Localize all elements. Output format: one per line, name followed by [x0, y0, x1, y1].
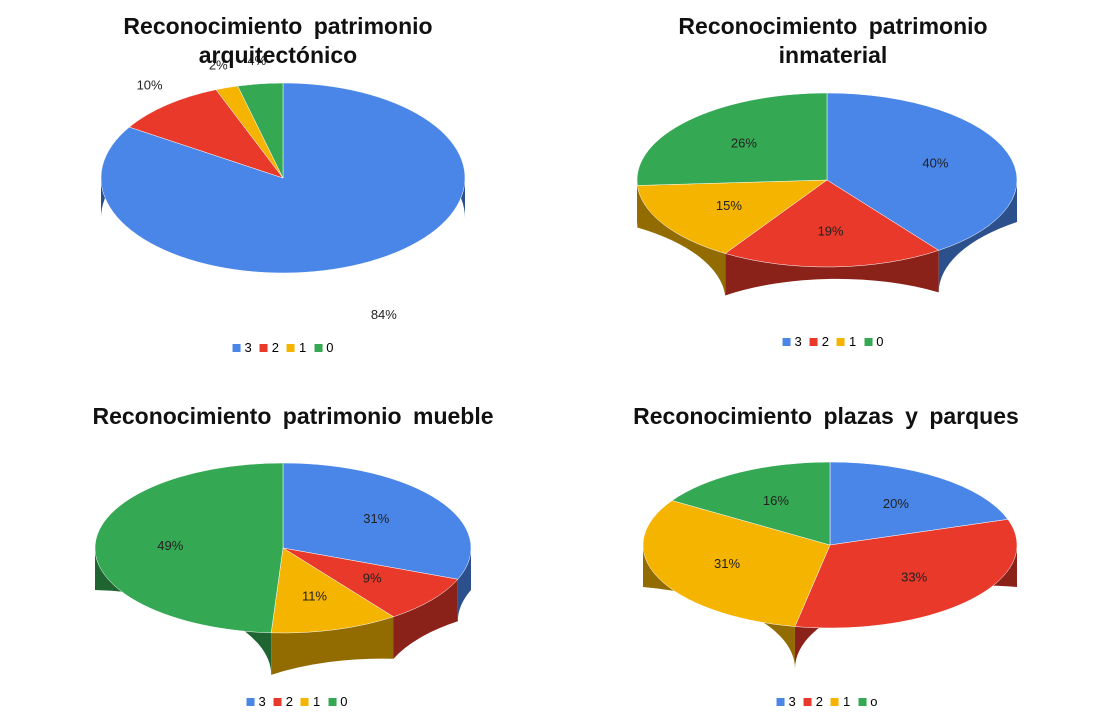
legend-swatch	[858, 697, 867, 706]
legend-item: o	[858, 694, 877, 709]
legend-label: 2	[815, 694, 823, 709]
legend-swatch	[776, 697, 785, 706]
legend-swatch	[273, 697, 282, 706]
legend-swatch	[837, 337, 845, 346]
legend-item: 3	[782, 334, 802, 349]
slice	[237, 82, 284, 179]
legend-item: 2	[273, 694, 293, 709]
slice	[637, 179, 828, 254]
slice	[829, 461, 1009, 546]
legend-item: 1	[837, 334, 856, 349]
chart-title: Reconocimiento plazas y parques	[633, 403, 1019, 429]
legend-item: 3	[232, 340, 252, 355]
legend-swatch	[328, 697, 337, 706]
legend-swatch	[287, 343, 295, 352]
data-label: 15%	[716, 198, 742, 213]
legend-item: 0	[328, 694, 347, 709]
legend-swatch	[301, 697, 309, 706]
legend-item: 3	[246, 694, 266, 709]
data-label: 4%	[247, 53, 266, 68]
legend-label: 3	[258, 694, 266, 709]
slice	[826, 92, 1018, 251]
legend-item: 2	[809, 334, 829, 349]
data-label: 10%	[137, 77, 163, 92]
data-label: 19%	[818, 224, 844, 239]
data-label: 40%	[922, 155, 948, 170]
data-label: 49%	[157, 538, 183, 553]
legend-swatch	[232, 343, 241, 352]
legend-item: 0	[314, 340, 333, 355]
slice	[282, 547, 459, 618]
data-label: 84%	[371, 307, 397, 322]
legend-item: 2	[803, 694, 823, 709]
legend-label: 1	[299, 340, 307, 355]
legend-label: 3	[788, 694, 796, 709]
legend: 3 2 1 0	[246, 694, 347, 709]
slice	[671, 461, 831, 546]
legend-label: 1	[843, 694, 851, 709]
data-label: 9%	[363, 571, 382, 586]
legend: 3 2 1 o	[776, 694, 877, 709]
data-label: 31%	[714, 556, 740, 571]
chart-title: Reconocimiento patrimonio mueble	[92, 403, 494, 429]
legend-label: 2	[271, 340, 279, 355]
data-label: 31%	[363, 511, 389, 526]
legend-swatch	[246, 697, 255, 706]
legend-item: 1	[287, 340, 306, 355]
slice	[282, 462, 472, 580]
slice-side	[393, 579, 458, 659]
legend-label: 2	[285, 694, 293, 709]
slice	[724, 179, 940, 268]
legend-item: 0	[864, 334, 883, 349]
slice	[794, 519, 1018, 629]
legend-item: 1	[831, 694, 850, 709]
legend-label: 1	[849, 334, 857, 349]
legend-swatch	[259, 343, 268, 352]
legend-swatch	[831, 697, 839, 706]
legend-swatch	[809, 337, 818, 346]
legend-item: 3	[776, 694, 796, 709]
data-label: 20%	[883, 496, 909, 511]
data-label: 26%	[731, 136, 757, 151]
data-label: 11%	[302, 588, 327, 603]
legend-label: o	[870, 694, 878, 709]
data-label: 2%	[209, 58, 228, 73]
legend-label: 3	[244, 340, 252, 355]
data-label: 16%	[763, 493, 789, 508]
legend: 3 2 1 0	[232, 340, 333, 355]
legend-label: 0	[340, 694, 348, 709]
legend-item: 2	[259, 340, 279, 355]
legend-swatch	[803, 697, 812, 706]
legend-item: 1	[301, 694, 320, 709]
legend-label: 2	[821, 334, 829, 349]
chart-title: Reconocimiento patrimonio inmaterial	[678, 13, 988, 68]
legend-label: 0	[326, 340, 334, 355]
slice	[128, 89, 284, 179]
slice	[270, 547, 395, 634]
slice	[94, 462, 284, 634]
legend-label: 1	[313, 694, 321, 709]
legend-swatch	[864, 337, 873, 346]
legend-label: 3	[794, 334, 802, 349]
legend-swatch	[782, 337, 791, 346]
legend-label: 0	[876, 334, 884, 349]
legend-swatch	[314, 343, 323, 352]
slice	[636, 92, 828, 186]
chart-title: Reconocimiento patrimonio arquitectónico	[123, 13, 433, 68]
legend: 3 2 1 0	[782, 334, 883, 349]
data-label: 33%	[901, 569, 927, 584]
